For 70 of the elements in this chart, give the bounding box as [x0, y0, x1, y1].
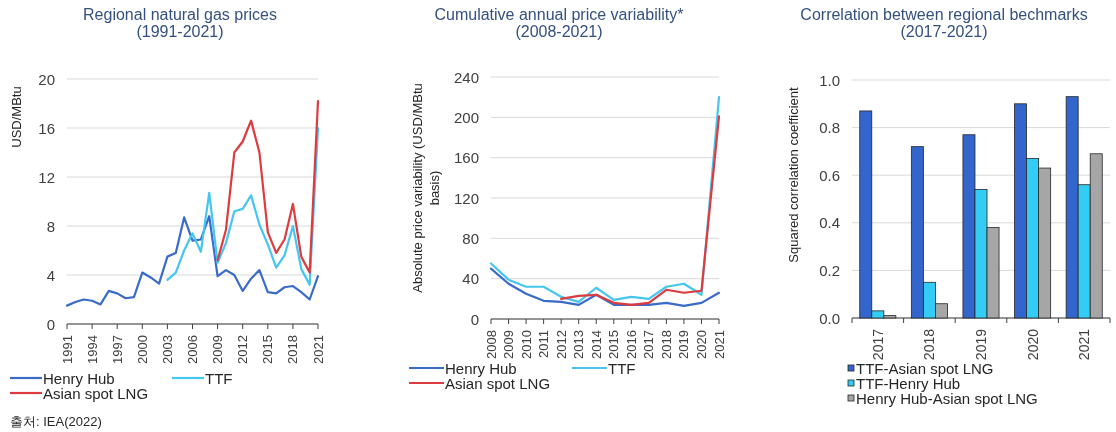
- y-tick-label: 240: [453, 68, 479, 86]
- y-tick-label: 0.0: [819, 309, 840, 327]
- chart-title: Regional natural gas prices: [83, 6, 277, 23]
- y-tick-label: 0.4: [819, 214, 840, 232]
- x-tick-label: 2017: [869, 328, 886, 361]
- x-tick-label: 1997: [109, 335, 125, 364]
- y-tick-label: 8: [46, 217, 55, 235]
- x-tick-label: 2003: [159, 335, 175, 364]
- x-tick-label: 2021: [711, 330, 727, 359]
- x-tick-label: 2020: [693, 330, 709, 359]
- chart-title: Cumulative annual price variability*: [434, 6, 684, 23]
- y-tick-label: 120: [453, 189, 479, 207]
- y-tick-label: 16: [38, 119, 55, 137]
- y-tick-label: 0.8: [819, 119, 840, 137]
- x-tick-label: 2020: [1024, 328, 1041, 361]
- chart-subtitle: (2008-2021): [515, 23, 603, 40]
- legend-label: TTF: [608, 359, 636, 377]
- line-series: [166, 126, 320, 286]
- line-series: [489, 96, 721, 303]
- y-axis-title: USD/MBtu: [9, 86, 24, 148]
- x-tick-label: 2019: [676, 330, 692, 359]
- legend-label: TTF: [205, 369, 233, 387]
- x-tick-label: 2011: [536, 330, 552, 358]
- legend-label: Henry Hub: [445, 359, 517, 377]
- y-tick-label: 0: [470, 310, 479, 328]
- x-tick-label: 2012: [235, 335, 251, 364]
- x-tick-label: 2018: [285, 335, 301, 364]
- x-tick-label: 2012: [553, 330, 569, 359]
- y-tick-label: 0.6: [819, 166, 840, 184]
- x-tick-label: 2017: [641, 330, 657, 359]
- x-tick-label: 1991: [59, 335, 75, 364]
- legend-label: Henry Hub: [43, 369, 115, 387]
- y-tick-label: 4: [46, 266, 55, 284]
- x-tick-label: 2019: [973, 328, 989, 361]
- x-tick-label: 2008: [483, 330, 499, 359]
- y-tick-label: 0: [46, 315, 55, 333]
- chart-subtitle: (1991-2021): [136, 23, 224, 40]
- line-series: [560, 115, 721, 306]
- x-tick-label: 1994: [84, 335, 100, 364]
- chart-subtitle: (2017-2021): [900, 23, 988, 40]
- x-tick-label: 2009: [210, 335, 226, 364]
- x-tick-label: 2006: [185, 335, 200, 364]
- y-tick-label: 80: [462, 229, 479, 247]
- y-tick-label: 1.0: [819, 71, 840, 89]
- x-tick-label: 2013: [571, 330, 587, 359]
- x-tick-label: 2021: [1076, 328, 1093, 361]
- x-tick-label: 2018: [921, 328, 938, 361]
- x-tick-label: 2000: [134, 335, 150, 364]
- x-tick-label: 2016: [623, 330, 639, 359]
- y-tick-label: 0.2: [819, 261, 840, 279]
- x-tick-label: 2021: [310, 335, 326, 364]
- y-tick-label: 12: [38, 168, 55, 186]
- x-tick-label: 2015: [260, 335, 276, 364]
- y-axis-title: Absolute price variability (USD/MBtu basis): [410, 83, 442, 293]
- source-note: 출처: IEA(2022): [10, 414, 102, 429]
- line-series: [489, 267, 721, 307]
- line-series: [216, 99, 320, 274]
- y-axis-title: Squared correlation coefficient: [786, 86, 801, 263]
- y-tick-label: 160: [453, 149, 479, 167]
- legend-label: TTF-Asian spot LNG: [856, 359, 994, 377]
- x-tick-label: 2009: [501, 330, 517, 359]
- y-tick-label: 40: [462, 270, 479, 288]
- x-tick-label: 2015: [606, 330, 622, 359]
- chart-title: Correlation between regional bechmarks: [800, 6, 1088, 23]
- line-series: [65, 215, 320, 307]
- y-tick-label: 20: [38, 70, 55, 88]
- x-tick-label: 2014: [588, 330, 604, 359]
- y-tick-label: 200: [453, 108, 479, 126]
- x-tick-label: 2018: [658, 330, 674, 359]
- x-tick-label: 2010: [518, 330, 534, 359]
